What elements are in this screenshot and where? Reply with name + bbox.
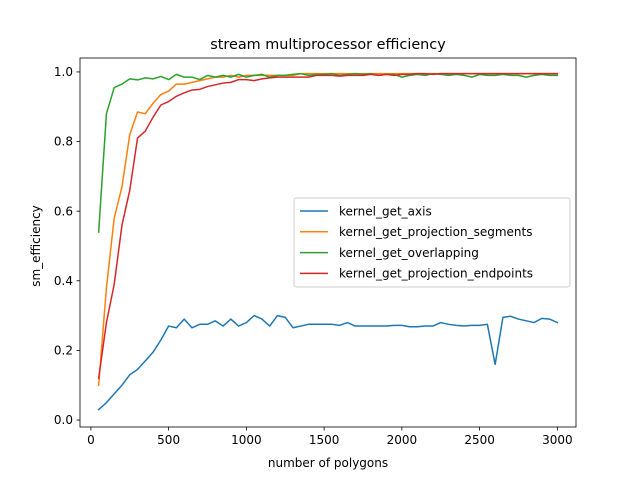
legend-label: kernel_get_projection_endpoints [339, 267, 533, 281]
x-tick-label: 1500 [309, 433, 340, 447]
series-line-kernel_get_overlapping [97, 72, 559, 233]
x-tick-label: 3000 [542, 433, 573, 447]
series-line-kernel_get_axis [97, 314, 559, 411]
x-tick-label: 2500 [464, 433, 495, 447]
legend-label: kernel_get_projection_segments [339, 225, 532, 239]
plot-frame [79, 57, 577, 428]
y-axis-label: sm_efficiency [29, 205, 43, 287]
legend-label: kernel_get_axis [339, 204, 432, 218]
plot-area [79, 57, 577, 428]
y-tick-label: 0.2 [54, 344, 73, 358]
y-tick-label: 0.8 [54, 135, 73, 149]
chart-title: stream multiprocessor efficiency [210, 37, 446, 53]
legend-frame [293, 197, 571, 288]
x-tick-label: 0 [87, 433, 95, 447]
x-axis: 0 500 1000 1500 2000 2500 3000 [87, 427, 573, 447]
x-tick-label: 500 [157, 433, 180, 447]
y-tick-label: 1.0 [54, 65, 73, 79]
x-axis-label: number of polygons [268, 456, 388, 470]
y-tick-label: 0.4 [54, 274, 73, 288]
legend-label: kernel_get_overlapping [339, 246, 479, 260]
series-line-kernel_get_projection_endpoints [97, 72, 559, 380]
legend: kernel_get_axis kernel_get_projection_seg… [293, 197, 571, 288]
x-tick-label: 1000 [231, 433, 262, 447]
y-tick-label: 0.0 [54, 413, 73, 427]
y-tick-label: 0.6 [54, 204, 73, 218]
x-tick-label: 2000 [387, 433, 418, 447]
y-axis: 0.0 0.2 0.4 0.6 0.8 1.0 [54, 65, 80, 427]
